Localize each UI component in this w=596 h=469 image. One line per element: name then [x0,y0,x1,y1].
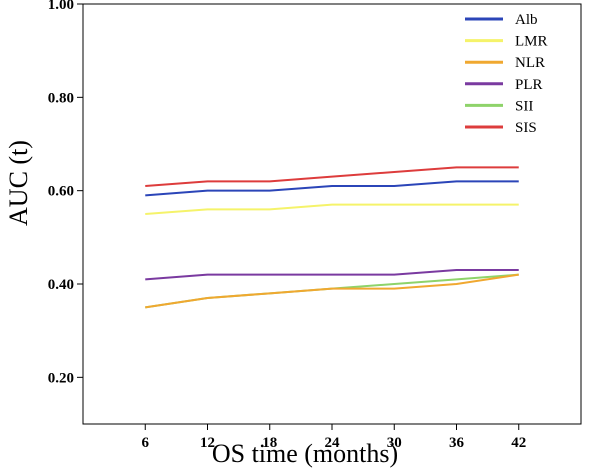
legend: Alb LMR NLR PLR SII SIS [465,12,548,136]
ticks: 6 12 18 24 30 36 42 0.20 0.40 0.60 0.80 1.00 [48,0,527,451]
x-tick-label: 24 [325,435,341,451]
x-tick-label: 6 [142,435,150,451]
series-line-alb [145,180,519,197]
y-tick-label: 0.40 [48,277,74,293]
legend-label-sii: SII [515,98,533,114]
series-line-nlr [145,273,519,309]
y-tick-label: 0.60 [48,184,74,200]
legend-label-nlr: NLR [515,55,545,71]
legend-label-sis: SIS [515,120,537,136]
x-tick-label: 18 [262,435,277,451]
x-tick-label: 42 [511,435,526,451]
y-axis-title: AUC (t) [4,140,33,226]
x-tick-label: 36 [449,435,465,451]
series-line-plr [145,269,519,281]
legend-label-alb: Alb [515,12,538,28]
x-tick-label: 30 [387,435,402,451]
series-line-lmr [145,203,519,215]
legend-label-lmr: LMR [515,34,548,50]
x-axis-title: OS time (months) [212,439,398,468]
series-line-sii [145,273,519,309]
series-line-sis [145,166,519,187]
y-tick-label: 0.20 [48,370,74,386]
legend-label-plr: PLR [515,77,543,93]
x-tick-label: 12 [200,435,215,451]
y-tick-label: 1.00 [48,0,74,13]
series-group [145,166,519,309]
y-tick-label: 0.80 [48,90,74,106]
